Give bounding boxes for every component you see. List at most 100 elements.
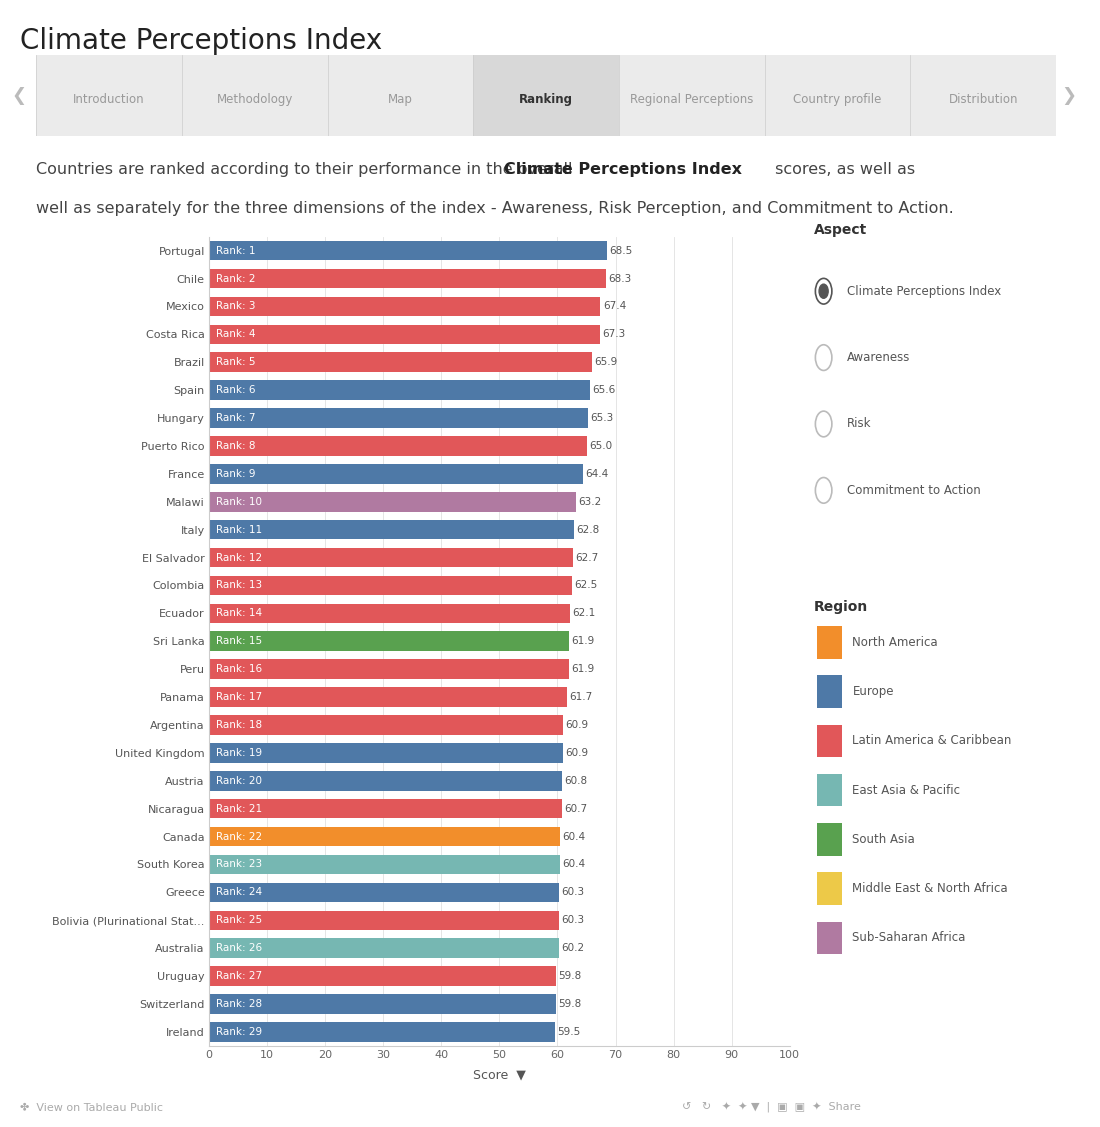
Bar xyxy=(209,882,559,902)
Bar xyxy=(209,799,561,818)
Text: 60.2: 60.2 xyxy=(561,943,584,953)
Text: Rank: 5: Rank: 5 xyxy=(216,357,255,367)
Text: East Asia & Pacific: East Asia & Pacific xyxy=(852,783,960,797)
Text: 59.8: 59.8 xyxy=(559,999,582,1009)
Text: Climate Perceptions Index: Climate Perceptions Index xyxy=(504,162,741,177)
Text: 67.4: 67.4 xyxy=(603,301,626,311)
Text: 65.0: 65.0 xyxy=(588,441,612,451)
Text: 60.3: 60.3 xyxy=(561,887,585,897)
Text: Rank: 27: Rank: 27 xyxy=(216,971,262,982)
Text: 60.4: 60.4 xyxy=(562,860,585,870)
Bar xyxy=(209,353,592,372)
Text: Europe: Europe xyxy=(852,685,894,698)
Text: ↺   ↻   ✦  ✦ ▼  |  ▣  ▣  ✦  Share: ↺ ↻ ✦ ✦ ▼ | ▣ ▣ ✦ Share xyxy=(682,1102,861,1113)
Bar xyxy=(209,911,559,930)
Bar xyxy=(209,716,563,735)
Bar xyxy=(209,296,601,317)
FancyBboxPatch shape xyxy=(816,922,842,955)
Text: Risk: Risk xyxy=(847,417,871,431)
Bar xyxy=(209,408,588,428)
Bar xyxy=(911,55,1056,136)
Text: Sub-Saharan Africa: Sub-Saharan Africa xyxy=(852,931,966,944)
Bar xyxy=(209,464,583,483)
Text: ❮: ❮ xyxy=(11,87,26,105)
Bar xyxy=(209,325,600,344)
Bar xyxy=(182,55,328,136)
Bar xyxy=(209,687,568,707)
Text: 67.3: 67.3 xyxy=(602,329,626,339)
Text: 64.4: 64.4 xyxy=(585,469,608,479)
Text: 59.8: 59.8 xyxy=(559,971,582,982)
FancyBboxPatch shape xyxy=(816,823,842,855)
Text: 60.9: 60.9 xyxy=(565,720,588,730)
Text: Rank: 2: Rank: 2 xyxy=(216,274,255,284)
Text: Methodology: Methodology xyxy=(217,94,293,106)
Bar xyxy=(209,520,574,540)
Text: 60.7: 60.7 xyxy=(564,804,587,814)
Bar xyxy=(473,55,619,136)
Text: Climate Perceptions Index: Climate Perceptions Index xyxy=(847,285,1001,298)
Text: Countries are ranked according to their performance in the overall: Countries are ranked according to their … xyxy=(36,162,578,177)
FancyBboxPatch shape xyxy=(816,675,842,708)
Bar xyxy=(209,436,586,455)
Text: Rank: 22: Rank: 22 xyxy=(216,832,262,842)
Text: Rank: 15: Rank: 15 xyxy=(216,637,262,646)
Text: 68.3: 68.3 xyxy=(608,274,631,284)
Text: 63.2: 63.2 xyxy=(579,497,602,507)
Text: Rank: 21: Rank: 21 xyxy=(216,804,262,814)
Text: Rank: 4: Rank: 4 xyxy=(216,329,255,339)
Bar xyxy=(209,659,569,678)
Text: 61.9: 61.9 xyxy=(571,637,594,646)
Text: Rank: 20: Rank: 20 xyxy=(216,775,262,786)
Text: Rank: 14: Rank: 14 xyxy=(216,609,262,619)
Text: Rank: 28: Rank: 28 xyxy=(216,999,262,1009)
Text: scores, as well as: scores, as well as xyxy=(770,162,915,177)
Bar xyxy=(209,994,557,1014)
Text: Rank: 29: Rank: 29 xyxy=(216,1027,262,1037)
Text: Latin America & Caribbean: Latin America & Caribbean xyxy=(852,735,1012,747)
Bar xyxy=(209,631,569,651)
Text: Rank: 8: Rank: 8 xyxy=(216,441,255,451)
Text: 60.3: 60.3 xyxy=(561,915,585,925)
Bar xyxy=(209,268,606,289)
Text: Rank: 7: Rank: 7 xyxy=(216,412,255,423)
Text: 61.7: 61.7 xyxy=(570,692,593,702)
FancyBboxPatch shape xyxy=(816,872,842,905)
X-axis label: Score  ▼: Score ▼ xyxy=(473,1068,526,1081)
Text: Rank: 11: Rank: 11 xyxy=(216,525,262,534)
Text: 65.9: 65.9 xyxy=(594,357,617,367)
Text: Rank: 25: Rank: 25 xyxy=(216,915,262,925)
Bar xyxy=(36,55,182,136)
Text: 60.9: 60.9 xyxy=(565,748,588,757)
Text: Rank: 18: Rank: 18 xyxy=(216,720,262,730)
Text: Rank: 3: Rank: 3 xyxy=(216,301,255,311)
Text: Rank: 23: Rank: 23 xyxy=(216,860,262,870)
Bar xyxy=(209,381,590,400)
FancyBboxPatch shape xyxy=(816,774,842,807)
Text: Climate Perceptions Index: Climate Perceptions Index xyxy=(20,27,382,55)
Text: South Asia: South Asia xyxy=(852,833,915,846)
Text: Ranking: Ranking xyxy=(519,94,573,106)
FancyBboxPatch shape xyxy=(816,725,842,757)
Text: Rank: 17: Rank: 17 xyxy=(216,692,262,702)
Text: Aspect: Aspect xyxy=(814,223,867,237)
Text: 61.9: 61.9 xyxy=(571,664,594,674)
Text: Map: Map xyxy=(388,94,412,106)
Bar xyxy=(764,55,911,136)
Bar xyxy=(209,743,563,763)
Text: 60.8: 60.8 xyxy=(564,775,587,786)
Bar xyxy=(209,827,560,846)
Text: 62.5: 62.5 xyxy=(574,580,597,591)
Text: Country profile: Country profile xyxy=(793,94,882,106)
Text: Rank: 19: Rank: 19 xyxy=(216,748,262,757)
Text: Rank: 1: Rank: 1 xyxy=(216,246,255,256)
Circle shape xyxy=(820,284,828,299)
Text: Rank: 24: Rank: 24 xyxy=(216,887,262,897)
Text: Rank: 12: Rank: 12 xyxy=(216,552,262,562)
Bar xyxy=(209,1022,554,1041)
Text: Distribution: Distribution xyxy=(948,94,1018,106)
Bar xyxy=(209,966,557,986)
Text: Rank: 6: Rank: 6 xyxy=(216,385,255,396)
Text: 65.3: 65.3 xyxy=(591,412,614,423)
Text: well as separately for the three dimensions of the index - Awareness, Risk Perce: well as separately for the three dimensi… xyxy=(36,201,954,215)
